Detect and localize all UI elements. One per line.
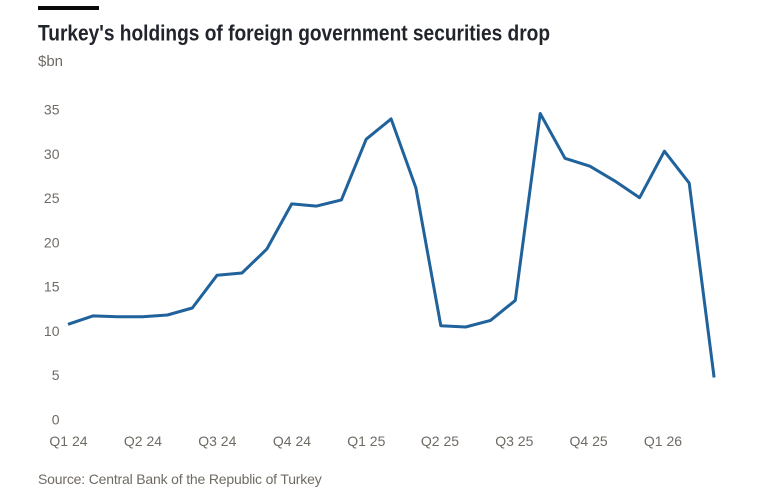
svg-text:Q3 24: Q3 24 (198, 433, 236, 449)
svg-text:Q3 25: Q3 25 (495, 433, 533, 449)
svg-text:0: 0 (52, 412, 60, 428)
svg-text:Q1 26: Q1 26 (644, 433, 682, 449)
svg-text:20: 20 (44, 234, 60, 250)
svg-text:Q1 24: Q1 24 (49, 433, 87, 449)
svg-text:35: 35 (44, 102, 60, 118)
svg-text:Q4 25: Q4 25 (570, 433, 608, 449)
svg-text:Q2 25: Q2 25 (421, 433, 459, 449)
svg-text:5: 5 (52, 367, 60, 383)
svg-text:Q2 24: Q2 24 (124, 433, 162, 449)
svg-text:25: 25 (44, 190, 60, 206)
svg-text:Turkey's holdings of foreign g: Turkey's holdings of foreign government … (38, 20, 550, 45)
svg-text:15: 15 (44, 279, 60, 295)
svg-text:Q1 25: Q1 25 (347, 433, 385, 449)
svg-text:30: 30 (44, 146, 60, 162)
svg-text:10: 10 (44, 323, 60, 339)
svg-text:Q4 24: Q4 24 (273, 433, 311, 449)
